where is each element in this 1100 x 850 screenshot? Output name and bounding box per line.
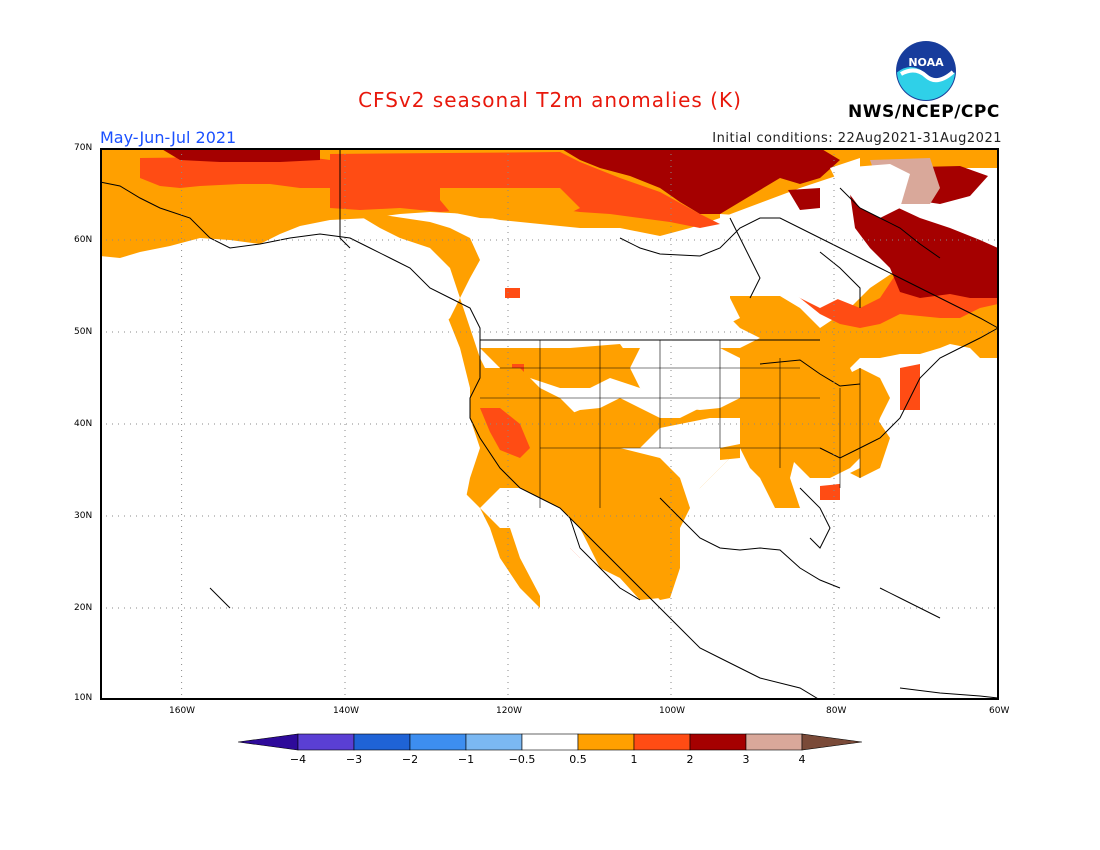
lat-label-10n: 10N bbox=[74, 693, 93, 703]
coastlines bbox=[100, 148, 999, 700]
noaa-logo-icon: NOAA bbox=[896, 41, 956, 101]
lat-label-70n: 70N bbox=[74, 143, 93, 153]
lon-label-120w: 120W bbox=[496, 706, 523, 716]
colorbar-cell-6 bbox=[577, 733, 635, 751]
colorbar-tick-label: −4 bbox=[289, 753, 307, 766]
lon-label-80w: 80W bbox=[826, 706, 847, 716]
colorbar-tick-label: 4 bbox=[798, 753, 806, 766]
colorbar-cell-2 bbox=[353, 733, 411, 751]
colorbar-tick-label: −1 bbox=[457, 753, 475, 766]
colorbar-tick-label: 3 bbox=[742, 753, 750, 766]
initial-conditions-label: Initial conditions: 22Aug2021-31Aug2021 bbox=[712, 131, 1002, 146]
colorbar bbox=[238, 733, 862, 751]
colorbar-cell-4 bbox=[465, 733, 523, 751]
colorbar-cell-1 bbox=[297, 733, 355, 751]
colorbar-tick-label: 0.5 bbox=[569, 753, 587, 766]
period-label: May-Jun-Jul 2021 bbox=[100, 128, 237, 147]
colorbar-cell-8 bbox=[689, 733, 747, 751]
anomaly-map bbox=[100, 148, 999, 700]
colorbar-cell-0 bbox=[238, 733, 299, 751]
colorbar-tick-label: −2 bbox=[401, 753, 419, 766]
lon-label-160w: 160W bbox=[169, 706, 196, 716]
anomaly-area-dark-red bbox=[160, 148, 320, 162]
lat-label-50n: 50N bbox=[74, 327, 93, 337]
colorbar-cell-3 bbox=[409, 733, 467, 751]
lat-label-60n: 60N bbox=[74, 235, 93, 245]
colorbar-tick-label: 2 bbox=[686, 753, 694, 766]
agency-label: NWS/NCEP/CPC bbox=[848, 102, 1000, 122]
colorbar-tick-label: −3 bbox=[345, 753, 363, 766]
lat-label-40n: 40N bbox=[74, 419, 93, 429]
colorbar-cell-5 bbox=[521, 733, 579, 751]
lat-label-20n: 20N bbox=[74, 603, 93, 613]
anomaly-area-red-orange bbox=[140, 156, 330, 188]
neutral-areas bbox=[100, 158, 998, 700]
lon-label-140w: 140W bbox=[333, 706, 360, 716]
colorbar-cell-7 bbox=[633, 733, 691, 751]
colorbar-cell-9 bbox=[745, 733, 803, 751]
logo-text: NOAA bbox=[908, 56, 944, 69]
graticule bbox=[100, 148, 998, 700]
lat-label-30n: 30N bbox=[74, 511, 93, 521]
state-borders bbox=[480, 340, 861, 508]
colorbar-cell-10 bbox=[801, 733, 862, 751]
colorbar-tick-label: 1 bbox=[630, 753, 638, 766]
chart-title: CFSv2 seasonal T2m anomalies (K) bbox=[358, 88, 742, 112]
colorbar-tick-label: −0.5 bbox=[508, 753, 536, 766]
lon-label-100w: 100W bbox=[659, 706, 686, 716]
lon-label-60w: 60W bbox=[989, 706, 1010, 716]
map-frame bbox=[100, 148, 999, 700]
